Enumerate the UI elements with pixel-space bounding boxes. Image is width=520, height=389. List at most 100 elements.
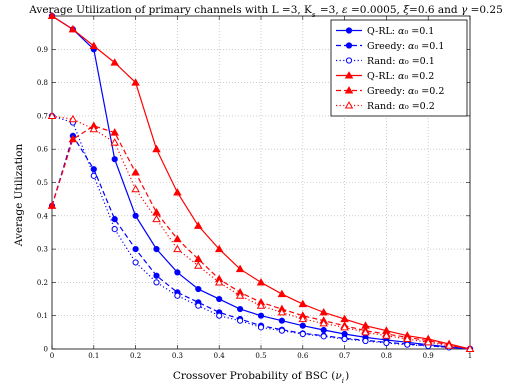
data-point — [132, 212, 139, 219]
legend-entry: Rand: α₀ =0.1 — [336, 56, 435, 67]
x-tick-label: 0.7 — [339, 352, 350, 360]
chart-title: Average Utilization of primary channels … — [28, 4, 503, 19]
data-point — [131, 78, 140, 86]
data-point — [89, 124, 99, 133]
x-tick-label: 1 — [468, 352, 472, 360]
x-tick-label: 0.5 — [255, 352, 266, 360]
legend-marker — [345, 57, 353, 64]
data-point — [257, 324, 265, 331]
data-point — [404, 341, 411, 348]
data-point — [173, 234, 182, 243]
data-point — [68, 24, 78, 33]
data-point — [299, 330, 306, 338]
data-point — [89, 41, 99, 50]
data-point — [90, 166, 97, 173]
data-point — [132, 246, 139, 253]
y-tick-label: 0.1 — [37, 312, 48, 320]
data-point — [361, 327, 370, 336]
legend-entry: Q-RL: α₀ =0.1 — [336, 26, 434, 37]
data-point — [256, 301, 266, 309]
data-point — [110, 58, 119, 66]
legend-label: Rand: α₀ =0.2 — [367, 101, 435, 112]
legend-label: Q-RL: α₀ =0.2 — [367, 71, 434, 82]
x-tick-label: 0.4 — [214, 352, 226, 360]
legend-label: Greedy: α₀ =0.2 — [367, 86, 444, 97]
data-point — [131, 184, 140, 193]
legend-marker — [345, 42, 353, 49]
data-point — [111, 226, 118, 233]
series-5 — [47, 111, 475, 353]
legend-entry: Rand: α₀ =0.2 — [336, 101, 435, 112]
data-point — [278, 327, 285, 334]
y-tick-label: 0 — [44, 346, 48, 354]
legend: Q-RL: α₀ =0.1 Greedy: α₀ =0.1 Rand: α₀ =0.… — [330, 19, 468, 117]
data-point — [195, 285, 202, 293]
legend-label: Rand: α₀ =0.1 — [367, 56, 435, 67]
legend-marker — [344, 101, 354, 109]
data-point — [47, 111, 57, 119]
data-point — [131, 168, 140, 176]
data-point — [68, 134, 78, 143]
x-tick-label: 0.8 — [381, 352, 392, 360]
data-point — [110, 138, 119, 146]
legend-label: Q-RL: α₀ =0.1 — [367, 26, 434, 37]
y-tick-label: 0.4 — [37, 212, 49, 220]
y-tick-label: 0.8 — [37, 79, 48, 87]
data-point — [214, 244, 224, 253]
data-point — [90, 172, 97, 179]
data-point — [298, 314, 308, 323]
data-point — [383, 339, 390, 347]
grid — [52, 16, 470, 349]
x-tick-label: 0 — [50, 352, 54, 360]
data-point — [278, 317, 285, 324]
data-point — [382, 331, 391, 339]
data-point — [465, 344, 475, 353]
axis-ticks: 0 0.1 0.2 0.3 0.4 0.5 0.6 0.7 0.8 0.9 1 0 0.1 0.2 0.3 0… — [37, 16, 472, 360]
data-point — [320, 326, 327, 334]
data-point — [216, 312, 223, 319]
data-point — [362, 337, 369, 345]
data-point — [340, 322, 349, 331]
x-tick-label: 0.3 — [172, 352, 183, 360]
legend-label: Greedy: α₀ =0.1 — [367, 41, 444, 52]
data-point — [319, 318, 328, 327]
x-tick-label: 0.1 — [88, 352, 99, 360]
data-point — [153, 246, 160, 253]
data-point — [111, 156, 118, 163]
data-point — [110, 128, 119, 136]
data-point — [194, 261, 203, 269]
data-point — [319, 307, 328, 316]
data-point — [153, 279, 160, 286]
data-point — [173, 188, 182, 196]
data-point — [216, 295, 223, 303]
data-point — [403, 334, 412, 343]
y-tick-label: 0.5 — [37, 179, 48, 187]
data-point — [173, 244, 182, 253]
x-tick-label: 0.6 — [297, 352, 309, 360]
data-point — [47, 201, 57, 209]
data-point — [235, 264, 245, 273]
data-point — [298, 299, 308, 308]
x-tick-label: 0.9 — [423, 352, 434, 360]
legend-marker — [344, 86, 354, 94]
legend-marker — [344, 71, 354, 79]
y-tick-label: 0.9 — [37, 46, 48, 54]
data-point — [320, 333, 327, 340]
legend-marker — [345, 27, 353, 34]
data-point — [68, 114, 78, 123]
data-point — [132, 259, 139, 266]
data-point — [153, 272, 160, 279]
data-point — [152, 144, 161, 153]
data-point — [174, 292, 181, 299]
y-tick-label: 0.6 — [37, 146, 49, 154]
x-axis-label: Crossover Probability of BSC (νi ) — [173, 370, 349, 384]
data-point — [47, 11, 57, 20]
data-point — [444, 341, 454, 349]
data-point — [195, 302, 202, 309]
data-point — [237, 317, 244, 324]
y-tick-label: 0.2 — [37, 279, 48, 287]
data-point — [237, 305, 244, 313]
x-tick-label: 0.2 — [130, 352, 141, 360]
data-point — [257, 312, 265, 319]
